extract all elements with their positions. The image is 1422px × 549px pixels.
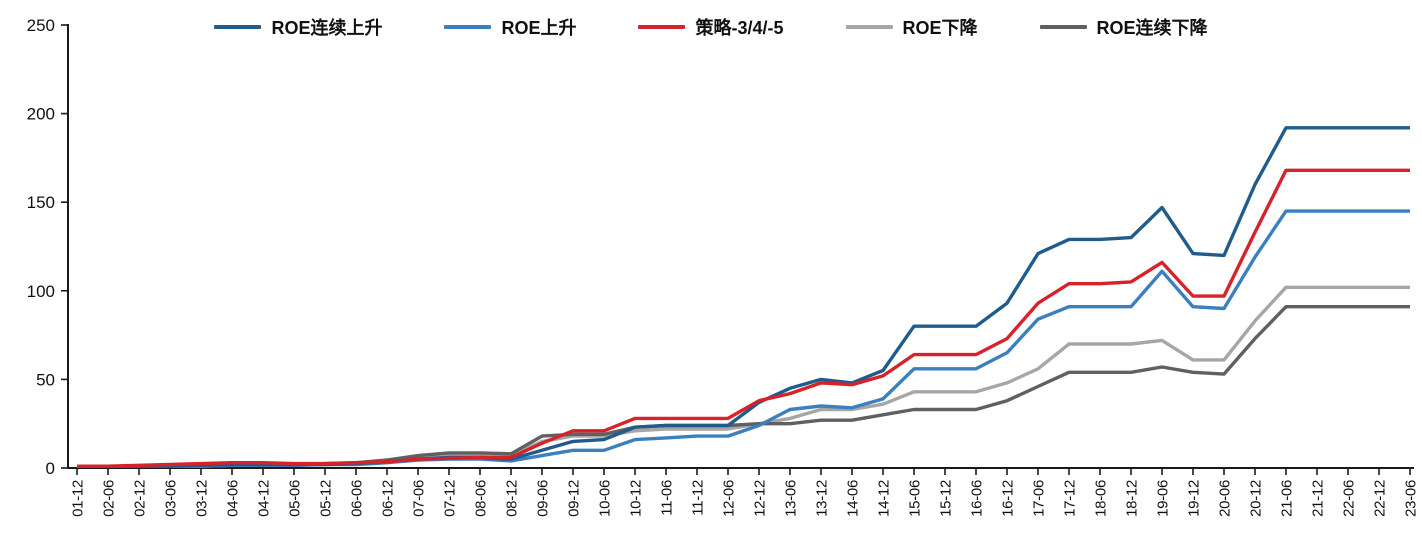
- x-tick-label: 09-06: [535, 480, 552, 517]
- x-tick-label: 20-12: [1248, 480, 1265, 517]
- x-tick-label: 05-06: [287, 480, 304, 517]
- x-tick-label: 16-06: [969, 480, 986, 517]
- x-tick-label: 23-06: [1403, 480, 1420, 517]
- legend-swatch: [1039, 25, 1087, 29]
- x-tick-label: 04-12: [256, 480, 273, 517]
- x-tick-label: 02-06: [101, 480, 118, 517]
- x-tick-label: 02-12: [132, 480, 149, 517]
- y-tick-label: 200: [27, 105, 55, 124]
- x-tick-label: 09-12: [566, 480, 583, 517]
- legend-item: ROE上升: [444, 14, 576, 40]
- x-tick-label: 07-06: [411, 480, 428, 517]
- x-tick-label: 21-06: [1279, 480, 1296, 517]
- x-tick-label: 03-06: [163, 480, 180, 517]
- x-tick-label: 18-06: [1093, 480, 1110, 517]
- y-tick-label: 0: [46, 459, 55, 478]
- series-line-ROE下降: [77, 285, 1410, 468]
- legend-item: ROE下降: [845, 14, 978, 40]
- x-tick-label: 21-12: [1310, 480, 1327, 517]
- x-tick-label: 17-12: [1062, 480, 1079, 517]
- x-tick-label: 12-06: [721, 480, 738, 517]
- x-tick-label: 06-06: [349, 480, 366, 517]
- x-tick-label: 10-12: [628, 480, 645, 517]
- x-tick-label: 15-12: [938, 480, 955, 517]
- legend-swatch: [214, 25, 262, 29]
- x-tick-label: 18-12: [1124, 480, 1141, 517]
- legend-label: ROE连续上升: [271, 18, 383, 38]
- series-line-策略-3/4/-5: [77, 168, 1410, 468]
- x-tick-label: 08-12: [504, 480, 521, 517]
- legend-label: ROE下降: [902, 18, 978, 38]
- x-tick-label: 17-06: [1031, 480, 1048, 517]
- legend-item: 策略-3/4/-5: [638, 14, 784, 40]
- x-tick-label: 13-12: [814, 480, 831, 517]
- x-tick-label: 08-06: [473, 480, 490, 517]
- x-tick-label: 10-06: [597, 480, 614, 517]
- y-tick-label: 50: [36, 370, 55, 389]
- legend-swatch: [638, 25, 686, 29]
- x-tick-label: 11-06: [659, 480, 676, 516]
- legend-label: ROE连续下降: [1096, 18, 1208, 38]
- legend-label: ROE上升: [501, 18, 577, 38]
- x-tick-label: 06-12: [380, 480, 397, 517]
- y-tick-label: 150: [27, 193, 55, 212]
- x-tick-label: 05-12: [318, 480, 335, 517]
- legend-swatch: [444, 25, 492, 29]
- x-tick-label: 22-12: [1372, 480, 1389, 517]
- chart-legend: ROE连续上升 ROE上升 策略-3/4/-5 ROE下降 ROE连续下降: [0, 14, 1422, 40]
- y-tick-label: 100: [27, 282, 55, 301]
- x-tick-label: 13-06: [783, 480, 800, 517]
- y-tick-label: 250: [27, 16, 55, 35]
- legend-item: ROE连续上升: [214, 14, 382, 40]
- x-tick-label: 11-12: [690, 480, 707, 516]
- x-tick-label: 07-12: [442, 480, 459, 517]
- legend-label: 策略-3/4/-5: [695, 18, 784, 38]
- x-tick-label: 16-12: [1000, 480, 1017, 517]
- x-tick-label: 20-06: [1217, 480, 1234, 517]
- series-line-ROE连续下降: [77, 305, 1410, 468]
- x-tick-label: 22-06: [1341, 480, 1358, 517]
- x-tick-label: 14-12: [876, 480, 893, 517]
- x-tick-label: 19-06: [1155, 480, 1172, 517]
- x-tick-label: 15-06: [907, 480, 924, 517]
- x-tick-label: 14-06: [845, 480, 862, 517]
- legend-item: ROE连续下降: [1039, 14, 1208, 40]
- x-tick-label: 03-12: [194, 480, 211, 517]
- x-tick-label: 04-06: [225, 480, 242, 517]
- x-tick-label: 01-12: [70, 480, 87, 517]
- x-tick-label: 12-12: [752, 480, 769, 517]
- legend-swatch: [845, 25, 893, 29]
- x-tick-label: 19-12: [1186, 480, 1203, 517]
